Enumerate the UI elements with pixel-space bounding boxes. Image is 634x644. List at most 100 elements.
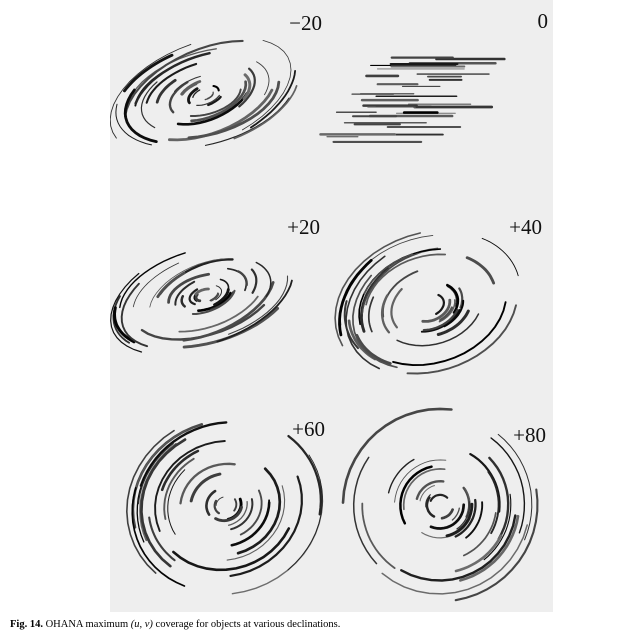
- uv-track: [204, 91, 214, 101]
- uv-panel-3: [334, 232, 519, 375]
- uv-track: [212, 84, 220, 92]
- uv-track: [490, 437, 526, 534]
- uv-track: [429, 503, 466, 530]
- uv-track: [454, 534, 503, 573]
- uv-track: [380, 294, 391, 334]
- uv-track: [134, 51, 211, 105]
- uv-track: [250, 70, 296, 129]
- uv-track: [230, 501, 271, 547]
- uv-track: [497, 433, 533, 541]
- declination-label: −20: [289, 11, 322, 35]
- uv-track: [228, 275, 289, 335]
- uv-track: [436, 309, 470, 336]
- uv-track: [465, 501, 484, 539]
- declination-label: +20: [287, 215, 320, 239]
- uv-track: [238, 67, 256, 108]
- uv-track: [192, 89, 201, 99]
- uv-track: [352, 456, 378, 565]
- uv-track: [390, 288, 403, 329]
- uv-track: [341, 407, 453, 504]
- uv-track: [394, 459, 447, 503]
- uv-track: [422, 309, 459, 332]
- uv-track: [226, 485, 286, 561]
- uv-track: [210, 292, 220, 302]
- uv-track: [387, 458, 415, 494]
- uv-track: [229, 475, 303, 577]
- uv-track: [355, 333, 392, 365]
- uv-track: [400, 514, 517, 582]
- uv-track: [250, 268, 258, 294]
- uv-track: [179, 462, 236, 505]
- uv-track: [155, 78, 177, 104]
- uv-track: [435, 293, 446, 315]
- uv-track: [115, 103, 152, 146]
- uv-coverage-plots: −20 0 +20 +40 +60 +80: [110, 9, 549, 602]
- uv-track: [123, 88, 158, 143]
- uv-track: [399, 465, 433, 525]
- uv-track: [381, 270, 419, 318]
- uv-track: [123, 53, 174, 93]
- uv-track: [188, 288, 199, 306]
- uv-track: [287, 434, 323, 516]
- uv-track: [215, 285, 222, 301]
- uv-track: [140, 438, 187, 568]
- uv-track: [112, 306, 136, 344]
- uv-track: [239, 489, 263, 536]
- uv-track: [446, 283, 460, 314]
- uv-track: [256, 61, 270, 96]
- caption-figure-number: Fig. 14.: [10, 619, 43, 630]
- uv-track: [443, 299, 465, 328]
- uv-track: [173, 75, 201, 93]
- uv-track: [242, 40, 292, 131]
- uv-panel-0: [110, 39, 298, 146]
- uv-track: [454, 488, 539, 602]
- declination-label: +40: [509, 215, 542, 239]
- uv-track: [168, 80, 189, 114]
- uv-track: [156, 271, 186, 299]
- uv-track: [174, 280, 196, 306]
- uv-track: [167, 469, 186, 535]
- uv-track: [148, 516, 176, 562]
- uv-panel-4: [125, 421, 324, 595]
- uv-track: [120, 282, 149, 348]
- uv-track: [213, 499, 220, 515]
- uv-track: [421, 298, 452, 323]
- caption-text-before: OHANA maximum: [42, 619, 131, 630]
- uv-track: [163, 457, 195, 520]
- uv-track: [125, 429, 175, 574]
- uv-track: [429, 493, 449, 502]
- uv-track: [190, 80, 248, 123]
- uv-track: [187, 80, 281, 140]
- uv-track: [160, 449, 200, 492]
- uv-track: [236, 467, 282, 555]
- uv-track: [365, 253, 447, 306]
- uv-track: [213, 288, 230, 307]
- uv-track: [112, 295, 130, 344]
- uv-track: [110, 272, 143, 353]
- uv-track: [456, 501, 471, 530]
- uv-track: [205, 489, 217, 516]
- uv-track: [140, 81, 158, 129]
- uv-track: [131, 487, 186, 587]
- uv-track: [194, 287, 210, 296]
- uv-track: [359, 267, 390, 333]
- uv-track: [196, 94, 220, 106]
- uv-panel-2: [110, 252, 293, 353]
- uv-track: [465, 256, 496, 285]
- uv-track: [406, 304, 517, 375]
- uv-track: [145, 62, 198, 104]
- uv-track: [439, 306, 453, 322]
- figure-panel-area: −20 0 +20 +40 +60 +80: [110, 0, 553, 612]
- uv-track: [255, 261, 272, 298]
- uv-track: [363, 253, 414, 295]
- declination-label: 0: [538, 9, 549, 33]
- uv-track: [230, 498, 254, 531]
- uv-track: [187, 87, 199, 105]
- uv-track: [440, 508, 454, 520]
- uv-track: [483, 493, 512, 561]
- uv-track: [189, 88, 242, 117]
- uv-track: [361, 252, 419, 315]
- uv-track: [197, 291, 232, 312]
- uv-track: [345, 255, 386, 370]
- uv-track: [459, 514, 520, 582]
